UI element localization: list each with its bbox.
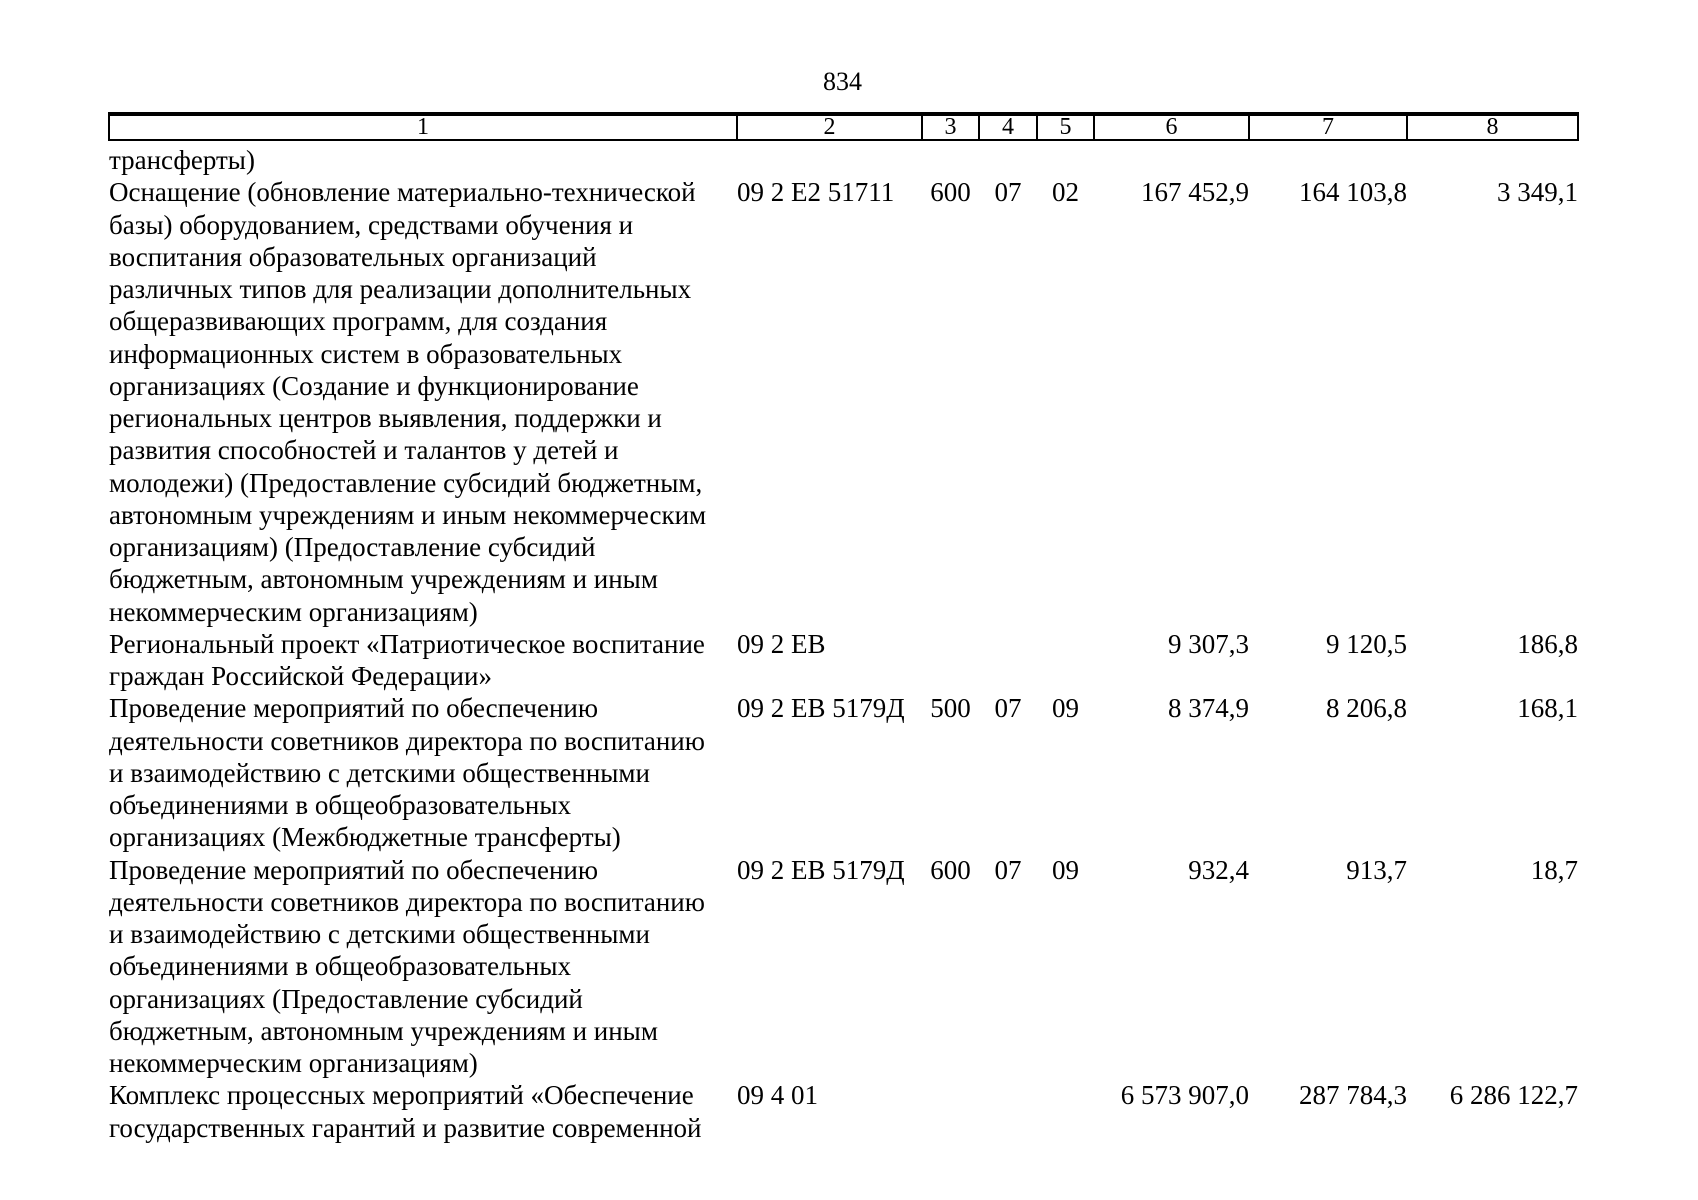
page-number: 834 xyxy=(823,67,862,96)
cell-target-code: 09 2 Е2 51711 xyxy=(737,177,895,208)
cell-program-name: Проведение мероприятий по обеспечению де… xyxy=(109,854,705,1079)
cell-executed-amount: 287 784,3 xyxy=(1299,1080,1407,1111)
cell-deviation-amount: 18,7 xyxy=(1530,854,1578,885)
table-row: Региональный проект «Патриотическое восп… xyxy=(109,628,1578,693)
header-col-6: 6 xyxy=(1093,112,1250,141)
header-col-8: 8 xyxy=(1406,112,1579,141)
cell-target-code xyxy=(737,140,922,176)
cell-target-code: 09 2 ЕВ 5179Д xyxy=(737,854,905,885)
cell-program-name: Оснащение (обновление материально-технич… xyxy=(109,177,707,627)
cell-target-code: 09 4 01 xyxy=(737,1080,818,1111)
cell-plan-amount: 8 374,9 xyxy=(1168,693,1249,724)
cell-executed-amount: 164 103,8 xyxy=(1299,177,1407,208)
cell-plan-amount: 932,4 xyxy=(1188,854,1249,885)
cell-subsection: 09 xyxy=(1052,693,1079,724)
cell-executed-amount: 8 206,8 xyxy=(1326,693,1407,724)
cell-deviation-amount: 6 286 122,7 xyxy=(1449,1080,1578,1111)
cell-section: 07 xyxy=(994,177,1022,208)
cell-section: 07 xyxy=(994,693,1022,724)
cell-target-code: 09 2 ЕВ 5179Д xyxy=(737,693,905,724)
cell-deviation-amount xyxy=(1407,140,1578,176)
cell-executed-amount: 913,7 xyxy=(1346,854,1407,885)
header-col-3: 3 xyxy=(921,112,980,141)
cell-expense-type: 600 xyxy=(930,177,971,208)
cell-expense-type: 600 xyxy=(930,854,971,885)
cell-expense-type: 500 xyxy=(930,693,971,724)
cell-deviation-amount: 168,1 xyxy=(1517,693,1578,724)
cell-section xyxy=(979,140,1037,176)
cell-section: 07 xyxy=(994,854,1022,885)
cell-deviation-amount: 186,8 xyxy=(1517,628,1578,659)
cell-expense-type xyxy=(922,1079,979,1144)
cell-plan-amount: 9 307,3 xyxy=(1168,628,1249,659)
header-col-7: 7 xyxy=(1248,112,1408,141)
cell-subsection xyxy=(1037,1079,1094,1144)
cell-subsection: 02 xyxy=(1052,177,1079,208)
cell-subsection xyxy=(1037,628,1094,693)
cell-expense-type xyxy=(922,140,979,176)
header-col-4: 4 xyxy=(978,112,1038,141)
table-header-row: 1 2 3 4 5 6 7 8 xyxy=(108,112,1579,141)
cell-plan-amount: 167 452,9 xyxy=(1141,177,1249,208)
table-row: Комплекс процессных мероприятий «Обеспеч… xyxy=(109,1079,1578,1144)
cell-program-name: Региональный проект «Патриотическое восп… xyxy=(109,628,705,691)
cell-subsection: 09 xyxy=(1052,854,1079,885)
cell-section xyxy=(979,628,1037,693)
header-col-2: 2 xyxy=(736,112,923,141)
cell-expense-type xyxy=(922,628,979,693)
table-row: Оснащение (обновление материально-технич… xyxy=(109,176,1578,628)
table-row: Проведение мероприятий по обеспечению де… xyxy=(109,692,1578,853)
cell-program-name: Проведение мероприятий по обеспечению де… xyxy=(109,693,705,853)
header-col-1: 1 xyxy=(108,112,738,141)
budget-table: 1 2 3 4 5 6 7 8 трансферты) Оснащение (о… xyxy=(108,112,1579,1144)
cell-deviation-amount: 3 349,1 xyxy=(1497,177,1578,208)
cell-subsection xyxy=(1037,140,1094,176)
cell-executed-amount xyxy=(1249,140,1407,176)
cell-program-name: трансферты) xyxy=(109,145,255,175)
cell-target-code: 09 2 ЕВ xyxy=(737,628,826,659)
cell-section xyxy=(979,1079,1037,1144)
table-row: трансферты) xyxy=(109,140,1578,176)
cell-executed-amount: 9 120,5 xyxy=(1326,628,1407,659)
cell-program-name: Комплекс процессных мероприятий «Обеспеч… xyxy=(109,1080,702,1143)
table-row: Проведение мероприятий по обеспечению де… xyxy=(109,854,1578,1080)
cell-plan-amount: 6 573 907,0 xyxy=(1120,1080,1249,1111)
cell-plan-amount xyxy=(1094,140,1249,176)
header-col-5: 5 xyxy=(1036,112,1095,141)
